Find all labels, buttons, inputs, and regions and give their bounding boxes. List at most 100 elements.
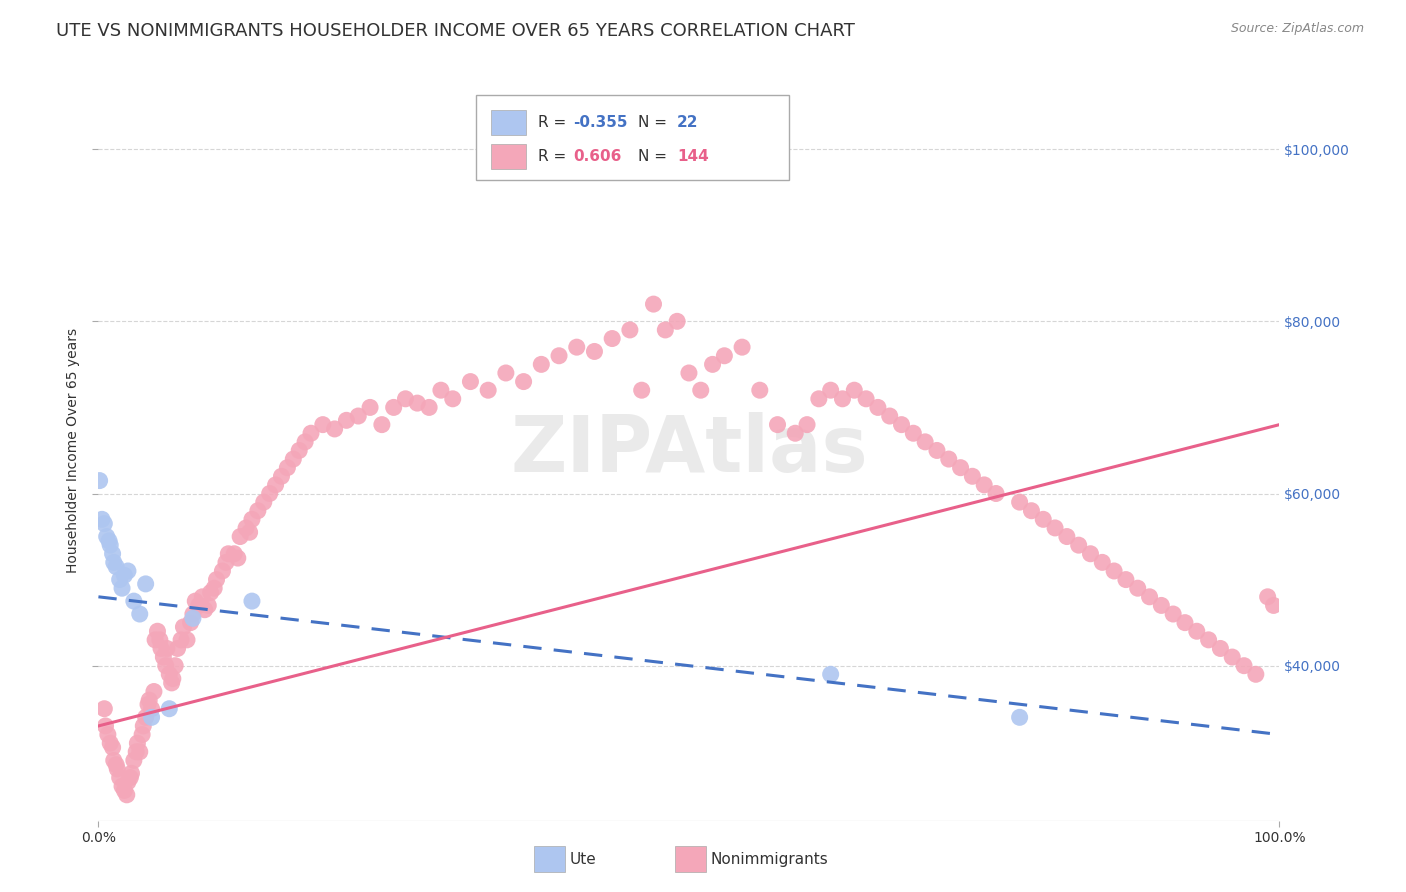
Point [122,753,145,767]
Point [643,297,665,311]
Point [128,607,150,621]
Point [215,555,238,569]
Point [766,417,789,432]
Point [689,383,711,397]
Point [866,401,889,415]
Point [194,603,217,617]
Text: 22: 22 [678,115,699,130]
Text: N =: N = [638,149,672,164]
Text: UTE VS NONIMMIGRANTS HOUSEHOLDER INCOME OVER 65 YEARS CORRELATION CHART: UTE VS NONIMMIGRANTS HOUSEHOLDER INCOME … [56,22,855,40]
Point [441,392,464,406]
Point [108,771,131,785]
Point [312,417,335,432]
Point [1257,590,1279,604]
Point [135,710,157,724]
Point [785,426,807,441]
Point [495,366,517,380]
Point [105,559,128,574]
Point [117,564,139,578]
Point [157,667,180,681]
Point [1174,615,1197,630]
Point [565,340,588,354]
Point [820,383,842,397]
Point [181,607,204,621]
Point [1115,573,1137,587]
Point [240,594,263,608]
Point [91,512,114,526]
Point [600,332,623,346]
Point [855,392,877,406]
Point [157,702,180,716]
Point [235,521,257,535]
Point [111,581,134,595]
Point [731,340,754,354]
Point [120,771,142,785]
Point [181,611,204,625]
Point [430,383,453,397]
Point [678,366,700,380]
Point [831,392,853,406]
Point [666,314,689,328]
Point [406,396,429,410]
Point [117,775,139,789]
Point [382,401,405,415]
Point [1080,547,1102,561]
Point [460,375,482,389]
Point [226,551,249,566]
Point [394,392,416,406]
Point [259,486,281,500]
Point [155,658,177,673]
Point [101,740,124,755]
Point [294,434,316,449]
Point [548,349,571,363]
Point [903,426,925,441]
Point [984,486,1007,500]
Point [288,443,311,458]
Point [1263,599,1285,613]
Point [1032,512,1054,526]
Point [141,710,163,724]
Point [1021,504,1043,518]
Point [115,788,138,802]
Text: N =: N = [638,115,672,130]
Point [103,555,125,569]
FancyBboxPatch shape [477,95,789,180]
Point [150,641,173,656]
Point [619,323,641,337]
Point [105,762,128,776]
Point [97,727,120,741]
Point [1161,607,1184,621]
Point [925,443,948,458]
Text: 144: 144 [678,149,709,164]
Point [654,323,676,337]
Point [949,460,972,475]
Point [162,672,184,686]
Point [143,632,166,647]
Point [121,766,143,780]
Point [264,478,287,492]
FancyBboxPatch shape [491,144,526,169]
Point [131,727,153,741]
Point [156,641,179,656]
Point [191,590,214,604]
Point [1150,599,1173,613]
Text: Ute: Ute [569,853,596,867]
Point [132,719,155,733]
Point [1233,658,1256,673]
Point [240,512,263,526]
Point [914,434,936,449]
Point [112,568,135,582]
Point [530,357,553,371]
Point [630,383,652,397]
Point [229,530,252,544]
Point [125,745,148,759]
Point [197,599,219,613]
Point [239,525,262,540]
Point [170,632,193,647]
Point [136,698,159,712]
Point [938,452,960,467]
Point [477,383,499,397]
Point [160,676,183,690]
Point [347,409,370,423]
Point [1220,650,1243,665]
